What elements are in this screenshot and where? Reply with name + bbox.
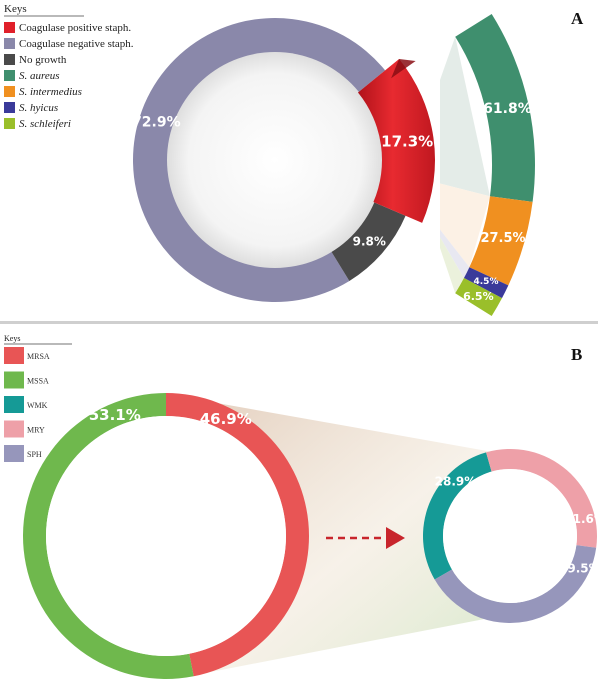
- label-mry: 31.6%: [564, 512, 598, 526]
- label-mrsa: 46.9%: [200, 410, 252, 428]
- slice-coagulase-negative-staph: [133, 17, 386, 303]
- key-swatch-wmk: [4, 396, 24, 413]
- funnel-a: [440, 36, 490, 294]
- slice-shadow: [391, 59, 416, 79]
- key-label-s-intermedius: S. intermedius: [19, 86, 82, 98]
- label-coagulase-negative-staph: 72.9%: [132, 114, 181, 130]
- keys-a: Keys Coagulase positive staph. Coagulase …: [4, 3, 134, 130]
- slice-mry: [486, 449, 597, 548]
- funnel-s-schleiferi: [440, 237, 464, 294]
- funnel-s-intermedius: [440, 183, 490, 268]
- label-s-aureus: 61.8%: [483, 101, 532, 117]
- donut-b: 46.9% 53.1%: [23, 393, 310, 679]
- key-label-sph: SPH: [27, 450, 42, 459]
- key-label-s-hyicus: S. hyicus: [19, 102, 58, 114]
- key-swatch-no-growth: [4, 54, 15, 65]
- panel-letter-a: A: [571, 9, 584, 28]
- key-label-mrsa: MRSA: [27, 352, 50, 361]
- slice-wmk: [423, 452, 492, 580]
- slice-coagulase-positive-staph: [357, 59, 436, 223]
- key-label-coagulase-positive-staph: Coagulase positive staph.: [19, 22, 131, 34]
- key-label-mssa: MSSA: [27, 377, 49, 386]
- key-swatch-s-aureus: [4, 70, 15, 81]
- panel-divider: [0, 321, 598, 324]
- slice-mrsa: [166, 393, 310, 677]
- panel-letter-b: B: [571, 345, 582, 364]
- panel-a: Keys Coagulase positive staph. Coagulase …: [4, 3, 584, 317]
- funnel-s-hyicus: [440, 229, 470, 279]
- key-label-no-growth: No growth: [19, 54, 67, 66]
- label-mssa: 53.1%: [89, 406, 141, 424]
- key-swatch-s-hyicus: [4, 102, 15, 113]
- arc-segment-s-hyicus: [463, 267, 509, 299]
- funnel-s-aureus: [440, 36, 490, 197]
- donut-b-sub: 28.9% 31.6% 39.5%: [423, 449, 598, 623]
- key-swatch-sph: [4, 445, 24, 462]
- slice-mssa: [23, 393, 194, 679]
- label-s-intermedius: 27.5%: [480, 231, 525, 246]
- arc-segment-s-schleiferi: [455, 278, 502, 317]
- key-label-s-aureus: S. aureus: [19, 70, 60, 82]
- key-swatch-coagulase-positive-staph: [4, 22, 15, 33]
- slice-no-growth: [331, 202, 406, 281]
- key-label-mry: MRY: [27, 426, 45, 435]
- arc-segment-s-intermedius: [469, 196, 533, 286]
- key-swatch-coagulase-negative-staph: [4, 38, 15, 49]
- label-no-growth: 9.8%: [353, 234, 386, 248]
- slice-sph: [434, 545, 597, 623]
- label-s-schleiferi: 6.5%: [463, 290, 494, 303]
- key-swatch-mssa: [4, 371, 24, 389]
- keys-title-a: Keys: [4, 3, 27, 15]
- donut-a-hole: [167, 52, 383, 268]
- panel-b: Keys MRSA MSSA WMK MRY SPH B 46.9% 53.1% 28.9…: [4, 334, 598, 679]
- key-swatch-mry: [4, 420, 24, 438]
- breakdown-arc-a: 61.8% 27.5% 4.5% 6.5%: [455, 13, 535, 317]
- key-swatch-mrsa: [4, 347, 24, 364]
- key-label-coagulase-negative-staph: Coagulase negative staph.: [19, 38, 134, 50]
- donutB-hole: [46, 416, 286, 656]
- dashed-arrow: [326, 527, 405, 549]
- donut-a: 17.3% 72.9% 9.8%: [132, 17, 436, 303]
- key-label-s-schleiferi: S. schleiferi: [19, 118, 71, 130]
- key-swatch-s-intermedius: [4, 86, 15, 97]
- keys-b: Keys MRSA MSSA WMK MRY SPH: [4, 334, 72, 462]
- donutB2-hole: [443, 469, 577, 603]
- key-label-wmk: WMK: [27, 401, 48, 410]
- label-coagulase-positive-staph: 17.3%: [381, 132, 433, 150]
- label-s-hyicus: 4.5%: [474, 277, 499, 287]
- label-sph: 39.5%: [559, 561, 598, 575]
- key-swatch-s-schleiferi: [4, 118, 15, 129]
- keys-title-b: Keys: [4, 334, 20, 343]
- arc-segment-s-aureus: [455, 13, 535, 202]
- label-wmk: 28.9%: [435, 475, 477, 489]
